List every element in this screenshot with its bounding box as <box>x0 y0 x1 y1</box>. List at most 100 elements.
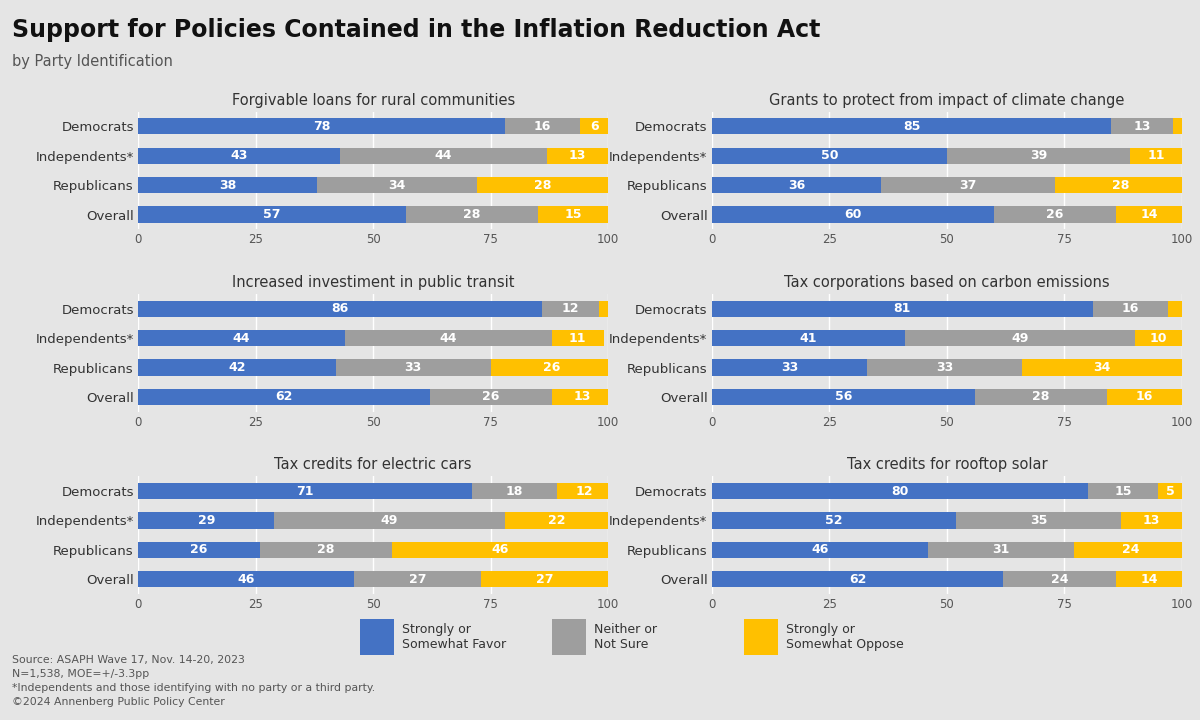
Bar <box>712 207 994 222</box>
Bar <box>392 541 608 558</box>
Bar <box>547 148 608 164</box>
Bar <box>976 389 1106 405</box>
Bar <box>542 300 599 317</box>
Title: Increased investiment in public transit: Increased investiment in public transit <box>232 275 515 290</box>
Bar <box>994 207 1116 222</box>
Text: 15: 15 <box>564 208 582 221</box>
Bar <box>138 207 406 222</box>
Text: Source: ASAPH Wave 17, Nov. 14-20, 2023
N=1,538, MOE=+/-3.3pp
*Independents and : Source: ASAPH Wave 17, Nov. 14-20, 2023 … <box>12 655 376 707</box>
Text: 43: 43 <box>230 149 247 162</box>
Text: 36: 36 <box>787 179 805 192</box>
Bar <box>712 571 1003 588</box>
Text: 60: 60 <box>844 208 862 221</box>
Bar <box>712 300 1093 317</box>
Text: 5: 5 <box>1166 485 1175 498</box>
Text: 50: 50 <box>821 149 838 162</box>
Bar <box>138 330 344 346</box>
Bar <box>476 177 608 193</box>
Bar <box>1055 177 1187 193</box>
Text: 46: 46 <box>811 544 828 557</box>
Text: Support for Policies Contained in the Inflation Reduction Act: Support for Policies Contained in the In… <box>12 18 821 42</box>
Text: 16: 16 <box>534 120 551 132</box>
Text: 37: 37 <box>959 179 977 192</box>
Bar <box>138 300 542 317</box>
Bar <box>712 359 866 376</box>
Text: 78: 78 <box>313 120 330 132</box>
Bar <box>138 571 354 588</box>
Text: 13: 13 <box>1133 120 1151 132</box>
Bar <box>138 359 336 376</box>
Text: 13: 13 <box>574 390 592 403</box>
Bar <box>1130 148 1182 164</box>
Text: 41: 41 <box>799 332 817 345</box>
Bar <box>260 541 392 558</box>
Bar <box>1172 118 1187 135</box>
Bar <box>1121 513 1182 528</box>
Bar <box>1093 300 1168 317</box>
Text: 34: 34 <box>388 179 406 192</box>
Bar <box>1022 359 1182 376</box>
Text: 52: 52 <box>826 514 842 527</box>
Bar <box>344 330 552 346</box>
Text: Strongly or
Somewhat Favor: Strongly or Somewhat Favor <box>402 624 506 651</box>
Text: 33: 33 <box>781 361 798 374</box>
Bar <box>341 148 547 164</box>
Bar <box>1074 541 1187 558</box>
Bar <box>712 389 976 405</box>
Text: 22: 22 <box>547 514 565 527</box>
Bar <box>552 330 604 346</box>
Text: Strongly or
Somewhat Oppose: Strongly or Somewhat Oppose <box>786 624 904 651</box>
Bar <box>1158 483 1182 499</box>
Text: 13: 13 <box>1142 514 1160 527</box>
Bar <box>1106 389 1182 405</box>
Text: 10: 10 <box>1150 332 1168 345</box>
Bar <box>138 177 317 193</box>
Text: 18: 18 <box>505 485 523 498</box>
Bar <box>275 513 505 528</box>
Bar <box>505 513 608 528</box>
Text: 13: 13 <box>569 149 587 162</box>
Text: by Party Identification: by Party Identification <box>12 54 173 69</box>
Bar <box>881 177 1055 193</box>
Text: 31: 31 <box>992 544 1009 557</box>
Title: Tax credits for electric cars: Tax credits for electric cars <box>275 457 472 472</box>
Text: Neither or
Not Sure: Neither or Not Sure <box>594 624 658 651</box>
Text: 28: 28 <box>1112 179 1129 192</box>
Bar <box>354 571 481 588</box>
Text: 28: 28 <box>534 179 551 192</box>
Title: Grants to protect from impact of climate change: Grants to protect from impact of climate… <box>769 93 1124 108</box>
Text: 28: 28 <box>318 544 335 557</box>
Bar <box>317 177 476 193</box>
Text: 27: 27 <box>536 573 553 586</box>
Text: 6: 6 <box>590 120 599 132</box>
Bar <box>505 118 580 135</box>
Bar <box>712 330 905 346</box>
Text: 85: 85 <box>902 120 920 132</box>
Text: 28: 28 <box>463 208 480 221</box>
Text: 27: 27 <box>409 573 426 586</box>
Bar <box>1116 207 1182 222</box>
Text: 49: 49 <box>1012 332 1028 345</box>
Text: 80: 80 <box>892 485 908 498</box>
Bar <box>712 513 956 528</box>
Bar <box>138 513 275 528</box>
Bar <box>430 389 552 405</box>
Text: 26: 26 <box>482 390 499 403</box>
Text: 57: 57 <box>263 208 281 221</box>
Text: 26: 26 <box>544 361 560 374</box>
Text: 81: 81 <box>894 302 911 315</box>
Title: Tax credits for rooftop solar: Tax credits for rooftop solar <box>846 457 1048 472</box>
Bar <box>138 483 472 499</box>
Bar <box>712 118 1111 135</box>
Text: 14: 14 <box>1140 573 1158 586</box>
Bar <box>138 541 260 558</box>
Bar <box>557 483 613 499</box>
Text: 62: 62 <box>275 390 293 403</box>
Bar <box>712 177 881 193</box>
Bar <box>1116 571 1182 588</box>
Text: 86: 86 <box>331 302 349 315</box>
Text: 44: 44 <box>233 332 251 345</box>
Text: 14: 14 <box>1140 208 1158 221</box>
Text: 33: 33 <box>404 361 421 374</box>
Text: 24: 24 <box>1122 544 1139 557</box>
